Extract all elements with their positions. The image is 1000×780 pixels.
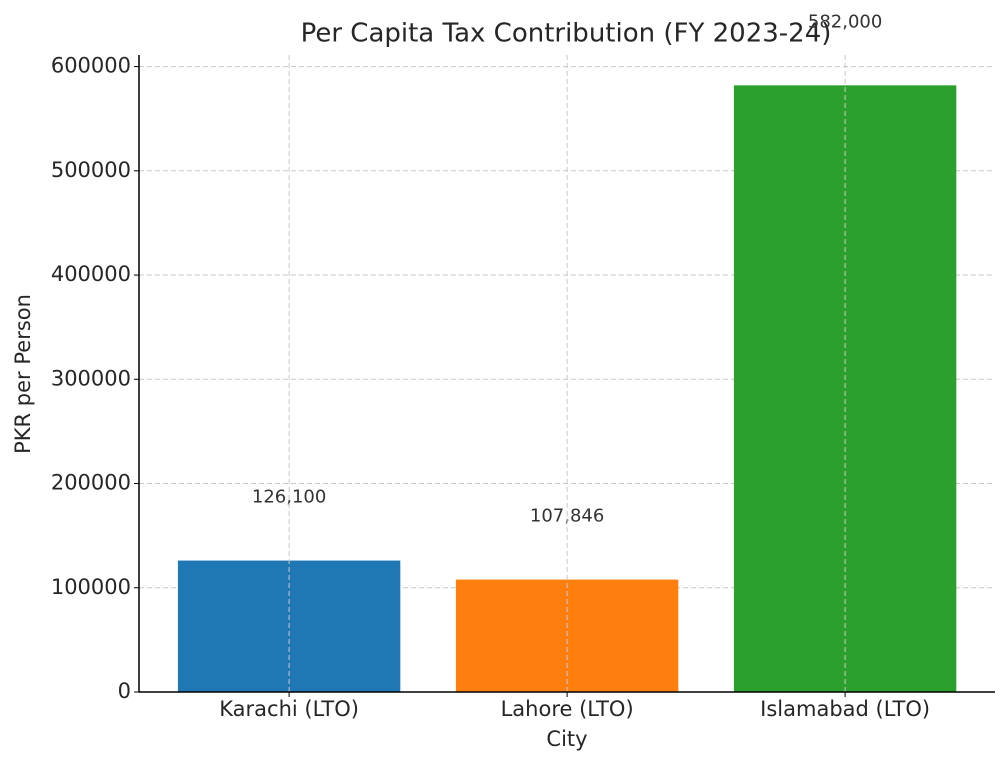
y-tick-label: 200000 [51, 471, 131, 495]
x-tick-label: Lahore (LTO) [501, 697, 634, 721]
y-tick-label: 300000 [51, 366, 131, 390]
y-tick-label: 600000 [51, 54, 131, 78]
x-tick-label: Islamabad (LTO) [760, 697, 930, 721]
chart-title: Per Capita Tax Contribution (FY 2023-24) [301, 19, 832, 49]
value-label: 107,846 [530, 506, 604, 527]
x-tick-label: Karachi (LTO) [219, 697, 359, 721]
y-tick-label: 0 [118, 679, 131, 703]
y-axis-label: PKR per Person [11, 294, 35, 454]
y-tick-label: 500000 [51, 158, 131, 182]
value-label: 582,000 [808, 11, 882, 32]
y-tick-label: 400000 [51, 262, 131, 286]
x-axis-label: City [546, 727, 587, 751]
y-tick-label: 100000 [51, 575, 131, 599]
